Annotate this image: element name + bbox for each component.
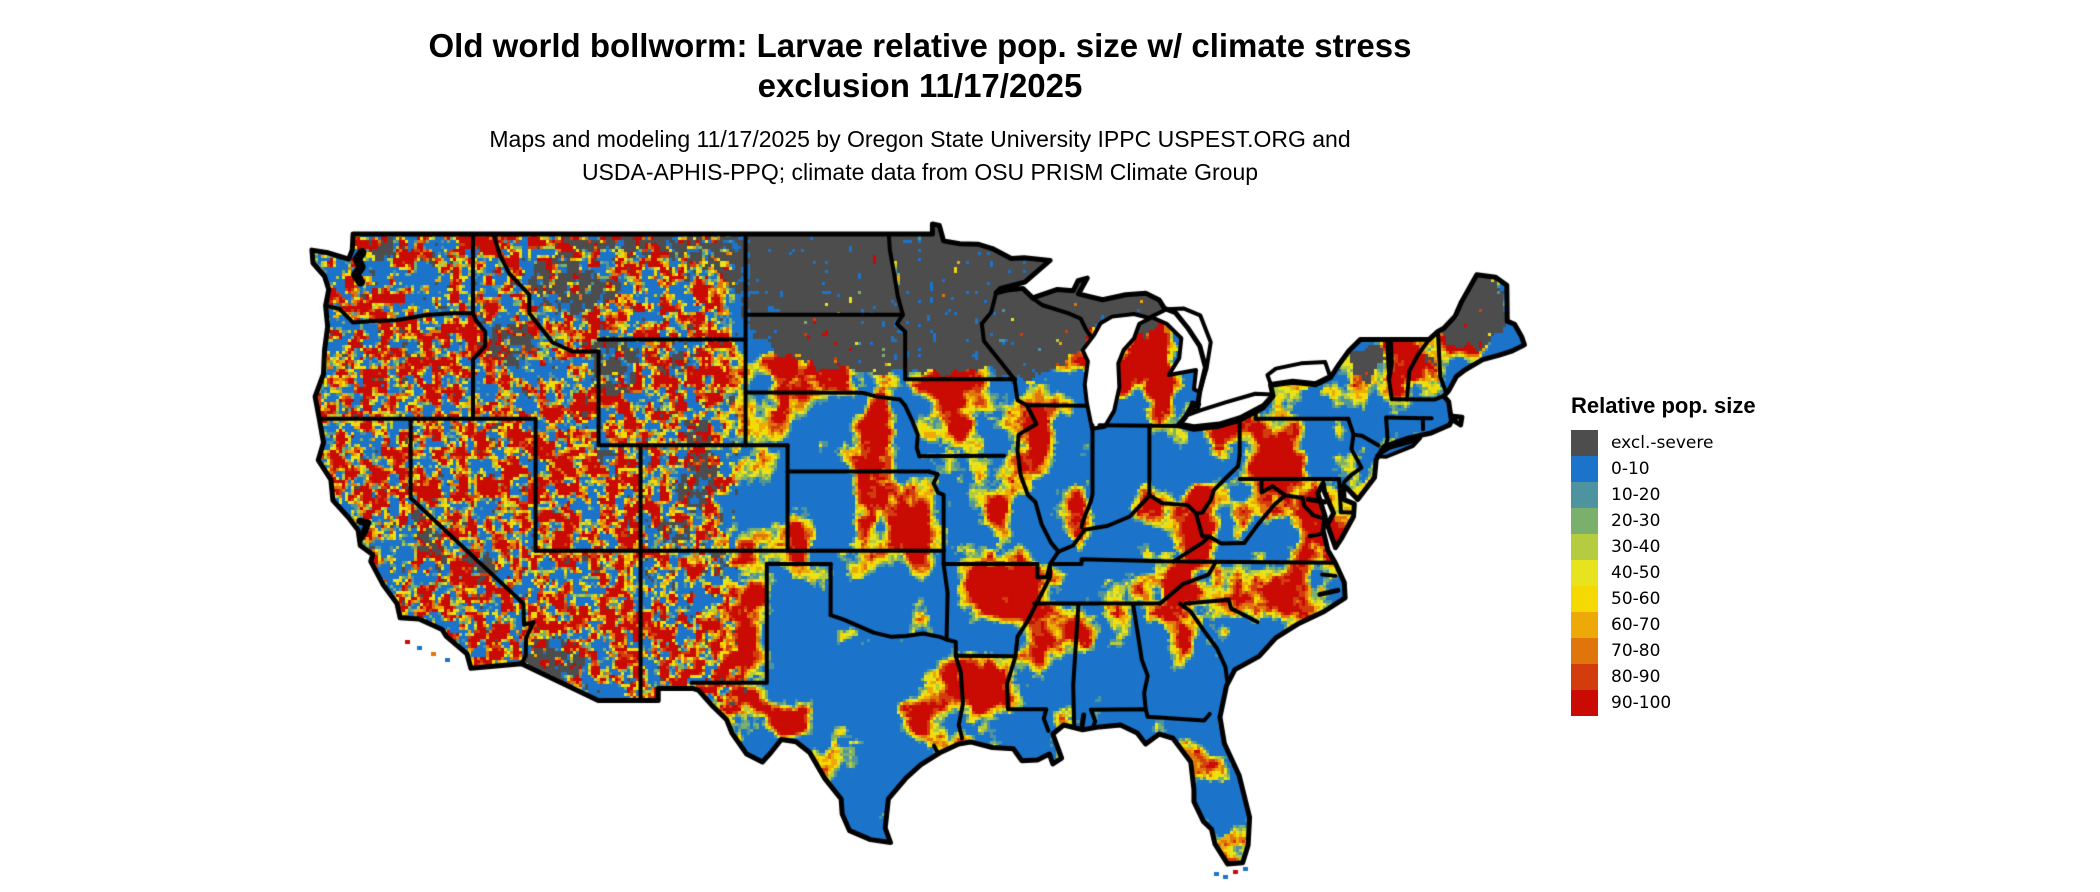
legend-item: 30-40	[1571, 534, 1756, 560]
legend-item: 70-80	[1571, 638, 1756, 664]
legend-color-swatch	[1571, 560, 1598, 586]
legend-color-swatch	[1571, 664, 1598, 690]
legend-item-label: 70-80	[1611, 641, 1661, 661]
legend-item: 90-100	[1571, 690, 1756, 716]
legend-item: 20-30	[1571, 508, 1756, 534]
legend-color-swatch	[1571, 638, 1598, 664]
legend-item: 60-70	[1571, 612, 1756, 638]
map-legend: Relative pop. size excl.-severe 0-10 10-20…	[1571, 393, 1756, 716]
legend-item-label: 80-90	[1611, 667, 1661, 687]
legend-items: excl.-severe 0-10 10-20 20-30 30-40 40-50 50-6…	[1571, 430, 1756, 716]
legend-item-label: 0-10	[1611, 459, 1650, 479]
legend-item-label: 60-70	[1611, 615, 1661, 635]
legend-item: 80-90	[1571, 664, 1756, 690]
legend-item: excl.-severe	[1571, 430, 1756, 456]
legend-color-swatch	[1571, 482, 1598, 508]
legend-item-label: 50-60	[1611, 589, 1661, 609]
legend-item: 10-20	[1571, 482, 1756, 508]
legend-title: Relative pop. size	[1571, 393, 1756, 418]
legend-item-label: 90-100	[1611, 693, 1672, 713]
legend-item: 0-10	[1571, 456, 1756, 482]
legend-color-swatch	[1571, 534, 1598, 560]
legend-item: 50-60	[1571, 586, 1756, 612]
legend-color-swatch	[1571, 690, 1598, 716]
legend-item-label: excl.-severe	[1611, 433, 1714, 453]
legend-item-label: 30-40	[1611, 537, 1661, 557]
legend-color-swatch	[1571, 612, 1598, 638]
legend-item: 40-50	[1571, 560, 1756, 586]
legend-item-label: 10-20	[1611, 485, 1661, 505]
legend-color-swatch	[1571, 430, 1598, 456]
legend-item-label: 20-30	[1611, 511, 1661, 531]
legend-item-label: 40-50	[1611, 563, 1661, 583]
legend-color-swatch	[1571, 508, 1598, 534]
legend-color-swatch	[1571, 456, 1598, 482]
legend-color-swatch	[1571, 586, 1598, 612]
